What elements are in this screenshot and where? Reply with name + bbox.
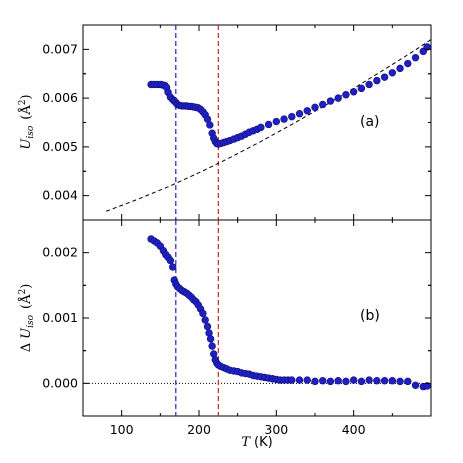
panel-b-ylabel: ΔUiso (Å2) <box>18 284 36 353</box>
panel-b: 0.000 0.001 0.002 100 200 300 400 (b) ΔUiso (Å2… <box>18 219 432 450</box>
x-axis-label-var: T <box>241 435 251 450</box>
panel-b-data-point <box>166 256 175 265</box>
panel-a-data-point <box>257 123 265 132</box>
panel-a-ylabel-sub: iso <box>26 125 36 138</box>
panel-b-ylabel-delta: Δ <box>19 343 34 352</box>
panel-b-ylabel-sup: 2 <box>18 289 28 295</box>
x-tick-label: 100 <box>110 422 134 437</box>
panel-a-data-point <box>404 59 412 68</box>
panel-b-data-point <box>357 377 366 386</box>
panel-b-data-point <box>288 376 296 384</box>
panel-a-data-point <box>303 107 311 115</box>
x-tick-label: 200 <box>187 422 211 437</box>
panel-a-data-point <box>280 115 288 123</box>
panel-a-data-point <box>319 100 327 109</box>
x-tick-label: 300 <box>264 422 288 437</box>
panel-b-data-point <box>396 377 404 386</box>
panel-b-ylabel-unit: Å <box>18 294 34 305</box>
panel-a-data-point <box>272 117 281 126</box>
panel-a-data-point <box>396 64 404 73</box>
panel-b-ylabel-unit-open: ( <box>19 304 34 309</box>
panel-a-ylabel: Uiso (Å2) <box>18 94 36 149</box>
panel-a-data-point <box>264 120 273 129</box>
panel-a-ytick-label: 0.004 <box>42 188 78 203</box>
panel-b-ytick-label: 0.000 <box>42 375 78 390</box>
panel-a-ytick-label: 0.007 <box>42 41 78 56</box>
panel-a-data-point <box>288 112 296 121</box>
panel-a-data-point <box>295 110 304 118</box>
panel-b-data-point <box>380 377 389 385</box>
panel-a-ylabel-unit-open: ( <box>19 115 34 120</box>
panel-a-ytick-label: 0.006 <box>42 90 78 105</box>
panel-b-ytick-label: 0.001 <box>42 310 78 325</box>
panel-a-data-point <box>423 43 431 51</box>
panel-b-data-point <box>411 381 420 389</box>
panel-a-data-point <box>373 76 381 85</box>
panel-b-data-point <box>342 377 350 386</box>
panel-a-data-point <box>357 84 366 93</box>
x-axis-label-unit: (K) <box>254 435 273 450</box>
panel-a-ylabel-sup: 2 <box>18 99 28 105</box>
panel-b-data-point <box>319 377 327 385</box>
panel-b-label: (b) <box>360 308 380 324</box>
panel-b-data-point <box>206 335 215 343</box>
panel-b-data-point <box>334 377 342 385</box>
panel-a-ylabel-unit-close: ) <box>19 94 34 99</box>
panel-a-data-point <box>349 88 358 96</box>
panel-a-data-point <box>334 94 342 102</box>
panel-b-data-point <box>201 316 209 324</box>
panel-a: 0.004 0.005 0.006 0.007 (a) Uiso (Å2) <box>18 24 432 221</box>
panel-b-data-point <box>303 376 311 384</box>
x-tick-label: 400 <box>342 422 366 437</box>
panel-b-ylabel-sub: iso <box>26 314 36 327</box>
panel-b-data-point <box>295 376 304 384</box>
panel-b-data-point <box>423 382 431 390</box>
x-axis-label: T (K) <box>241 435 272 450</box>
panel-b-data-point <box>311 377 319 386</box>
panel-a-data-point <box>388 69 397 77</box>
panel-b-data-point <box>169 263 177 271</box>
panel-a-data-point <box>342 91 350 99</box>
panel-a-label: (a) <box>360 114 380 130</box>
panel-b-data-point <box>199 309 207 318</box>
panel-b-ytick-label: 0.002 <box>42 245 78 260</box>
panel-a-ylabel-unit: Å <box>18 105 34 116</box>
panel-a-data-point <box>311 103 319 112</box>
panel-b-data-point <box>208 342 216 350</box>
panel-a-data-point <box>326 97 335 105</box>
panel-a-ytick-label: 0.005 <box>42 139 78 154</box>
panel-a-data-point <box>365 80 373 89</box>
panel-a-data-point <box>411 53 420 62</box>
panel-a-data-point <box>206 121 214 129</box>
panel-b-data-point <box>203 322 212 331</box>
panel-b-data-point <box>373 377 381 385</box>
panel-b-data-point <box>349 376 358 384</box>
panel-b-ylabel-unit-close: ) <box>19 284 34 289</box>
panel-a-ylabel-main: U <box>19 138 34 150</box>
panel-b-data-point <box>388 377 397 385</box>
panel-b-ylabel-main: U <box>19 327 34 339</box>
panel-b-data-point <box>404 377 412 386</box>
panel-b-data-point <box>326 377 335 386</box>
panel-b-data-point <box>365 376 373 384</box>
panel-a-data-point <box>380 73 389 81</box>
